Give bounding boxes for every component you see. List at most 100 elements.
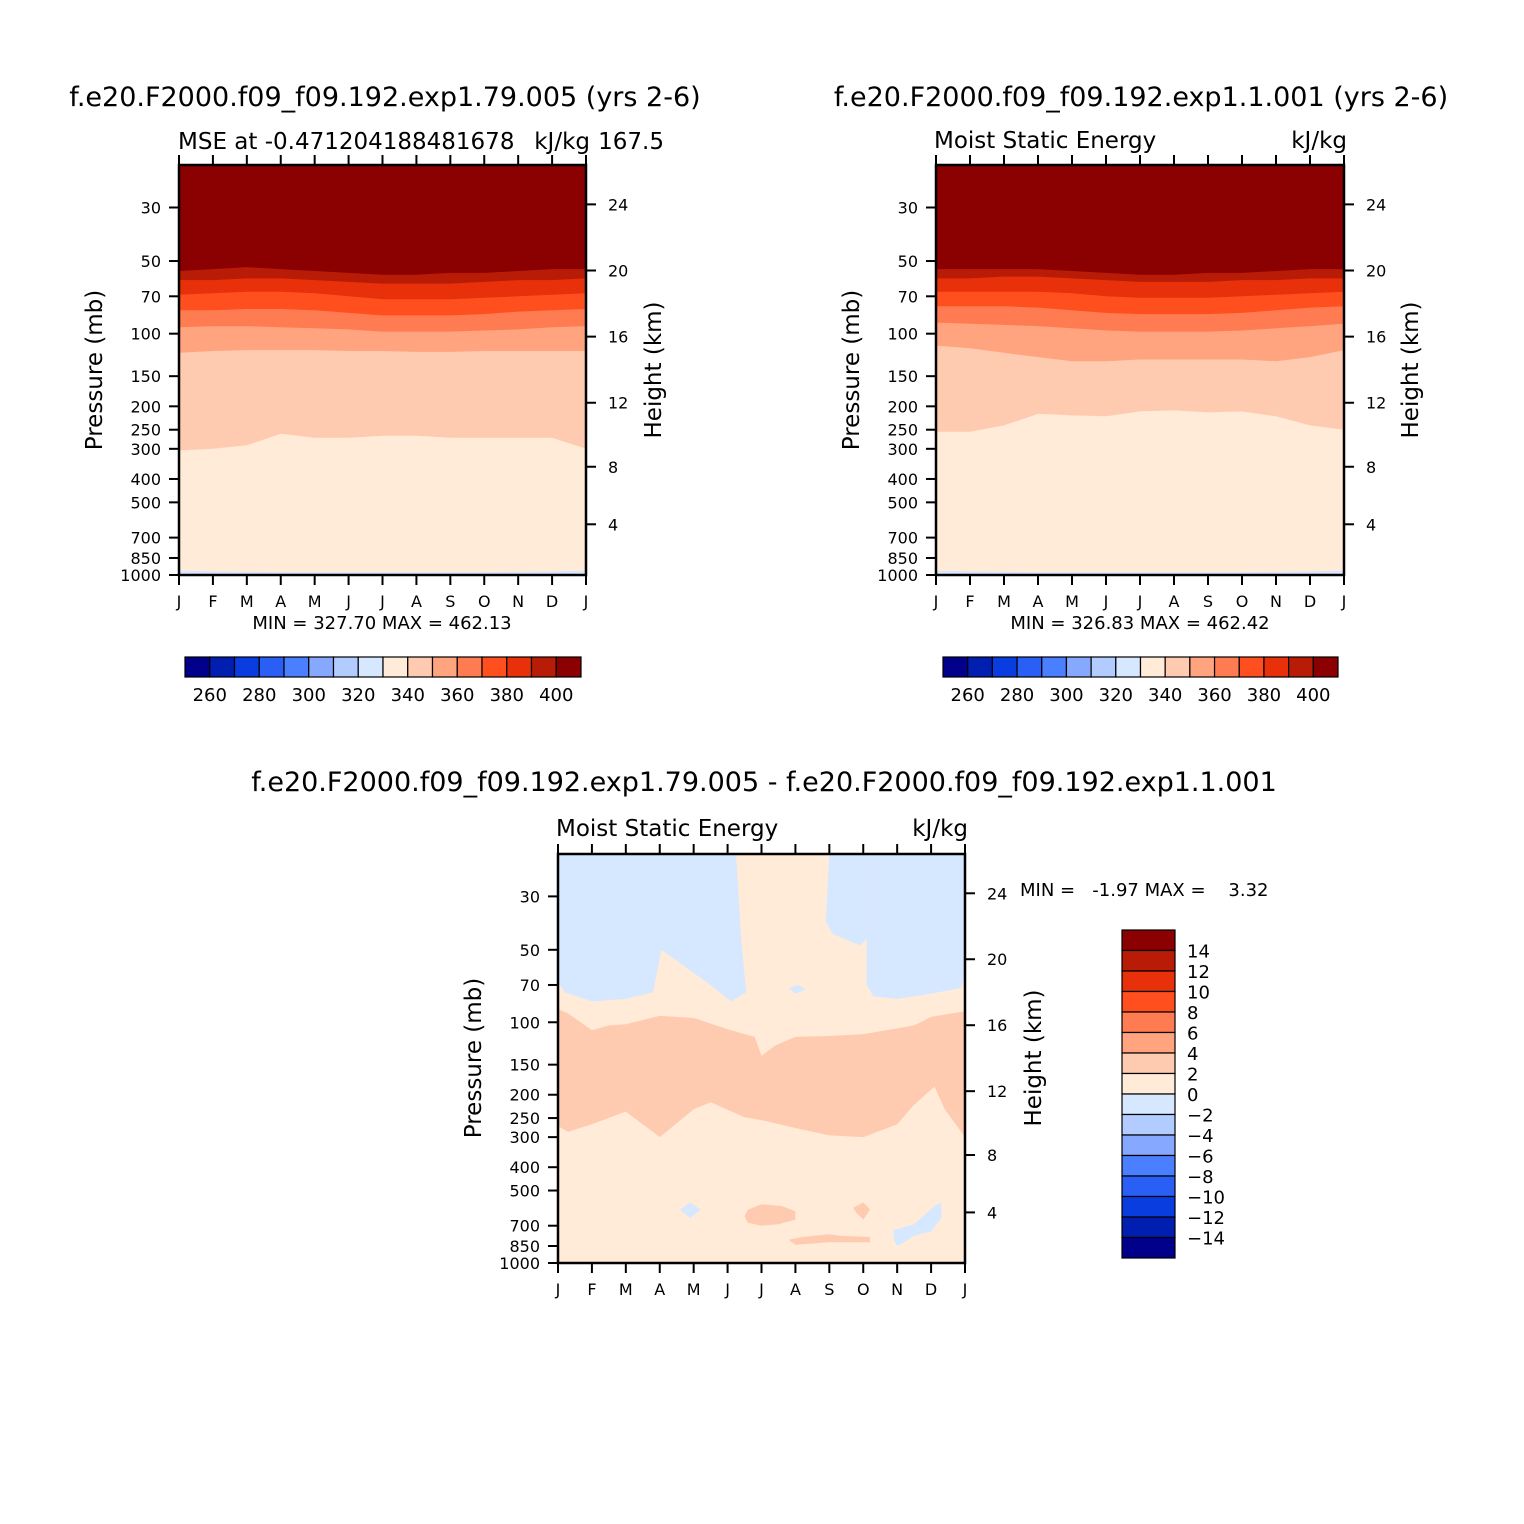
panel-3-ytick-right-label: 24 [987,884,1007,903]
panel-3-colorbar-label: 6 [1187,1024,1198,1045]
panel-2-stats: MIN = 326.83 MAX = 462.42 [1010,613,1269,634]
panel-2-ytick-label: 400 [887,470,918,489]
panel-3-ytick-label: 70 [520,976,540,995]
panel-1-ylabel-right: Height (km) [641,301,667,438]
panel-2-subtitle-right: kJ/kg [1291,128,1347,154]
panel-3-contour-region-2 [825,854,867,946]
panel-1-colorbar-swatch [283,656,310,678]
panel-3-ytick-right-label: 8 [987,1146,997,1165]
panel-3-ytick-label: 100 [509,1013,540,1032]
panel-2-colorbar-label: 340 [1148,685,1182,706]
panel-2-ytick-label: 50 [898,252,918,271]
panel-3-xtick-label: S [824,1280,834,1299]
panel-3-xtick-label: M [687,1280,701,1299]
panel-1-xtick-label: J [176,592,182,611]
panel-2-ylabel-right: Height (km) [1398,301,1424,438]
panel-2-ylabel: Pressure (mb) [839,290,865,450]
panel-3-xtick-label: A [790,1280,801,1299]
panel-1-colorbar-swatch [555,656,582,678]
panel-3-contour-region-1 [558,854,747,1002]
panel-3-contour-region-4 [788,985,806,994]
panel-2-xtick-label: O [1236,592,1249,611]
panel-2-colorbar-swatch [1090,656,1117,678]
panel-2-colorbar-label: 300 [1049,685,1083,706]
panel-3-ytick-right-label: 4 [987,1203,997,1222]
panel-2-ytick-right-label: 8 [1366,458,1376,477]
panel-3-xtick-label: O [857,1280,870,1299]
panel-3-colorbar-swatch [1121,990,1176,1013]
panel-2-colorbar-swatch [1213,656,1240,678]
panel-2-colorbar-swatch [942,656,969,678]
panel-1-xtick-label: J [379,592,385,611]
panel-2-contour-fill-top [936,165,1344,274]
panel-3-title: f.e20.F2000.f09_f09.192.exp1.79.005 - f.… [251,767,1277,798]
panel-2-xtick-label: A [1169,592,1180,611]
panel-1-colorbar-label: 340 [391,685,425,706]
panel-3-contour-region-8 [853,1202,870,1220]
panel-2-ytick-label: 30 [898,198,918,217]
panel-1-colorbar-label: 380 [490,685,524,706]
panel-1-colorbar-label: 400 [539,685,573,706]
panel-1-ytick-label: 200 [130,397,161,416]
panel-2-xtick-label: M [997,592,1011,611]
panel-3-ytick-label: 400 [509,1158,540,1177]
panel-1-colorbar-label: 260 [193,685,227,706]
panel-3-ytick-label: 30 [520,887,540,906]
panel-1-colorbar-swatch [258,656,285,678]
panel-3-contour-region-5 [558,1008,965,1138]
panel-2: f.e20.F2000.f09_f09.192.exp1.1.001 (yrs … [834,82,1448,706]
panel-1-ytick-label: 50 [141,252,161,271]
panel-3-colorbar-label: 12 [1187,962,1210,983]
panel-1-ytick-right-label: 8 [608,458,618,477]
panel-1-colorbar-swatch [407,656,434,678]
panel-1: f.e20.F2000.f09_f09.192.exp1.79.005 (yrs… [69,82,700,706]
panel-2-xtick-label: J [1103,592,1109,611]
panel-1-ytick-label: 100 [130,325,161,344]
panel-1-colorbar-swatch [184,656,211,678]
panel-1-xtick-label: M [240,592,254,611]
panel-3-ytick-label: 1000 [499,1254,540,1273]
panel-2-colorbar-swatch [1288,656,1314,678]
panel-2-subtitle-left: Moist Static Energy [934,128,1156,154]
panel-2-xtick-label: J [933,592,939,611]
panel-1-subtitle-extra: 167.5 [598,129,664,155]
panel-2-xtick-label: J [1341,592,1347,611]
panel-3-colorbar-label: 10 [1187,983,1210,1004]
panel-2-colorbar-swatch [1312,656,1339,678]
panel-3-ytick-right-label: 12 [987,1082,1007,1101]
panel-1-colorbar-swatch [530,656,557,678]
panel-2-colorbar-swatch [991,656,1018,678]
panel-2-colorbar-swatch [1263,656,1290,678]
panel-3-colorbar-label: −6 [1187,1147,1214,1168]
panel-3-colorbar-label: 0 [1187,1085,1198,1106]
panel-2-colorbar-label: 280 [1000,685,1034,706]
panel-1-colorbar-swatch [332,656,359,678]
panel-3-contour-region-6 [744,1204,796,1226]
panel-1-colorbar: 260 280 300 320 340 360 380 400 [184,656,582,706]
panel-3: f.e20.F2000.f09_f09.192.exp1.79.005 - f.… [251,767,1277,1299]
panel-3-xtick-label: J [724,1280,730,1299]
panel-3-colorbar-label: −12 [1187,1208,1225,1229]
panel-3-colorbar-swatch [1121,1052,1176,1075]
panel-2-colorbar-swatch [1189,656,1216,678]
panel-3-ytick-label: 300 [509,1128,540,1147]
panel-1-title: f.e20.F2000.f09_f09.192.exp1.79.005 (yrs… [69,82,700,113]
panel-3-colorbar-label: −10 [1187,1188,1225,1209]
panel-1-colorbar-label: 320 [341,685,375,706]
panel-3-colorbar-label: 2 [1187,1065,1198,1086]
panel-2-ytick-label: 150 [887,367,918,386]
panel-2-ytick-right-label: 20 [1366,262,1386,281]
panel-3-colorbar-swatch [1121,1093,1176,1116]
panel-2-ytick-label: 70 [898,287,918,306]
panel-2-xtick-label: M [1065,592,1079,611]
panel-2-title: f.e20.F2000.f09_f09.192.exp1.1.001 (yrs … [834,82,1448,113]
panel-2-contour-blob-1 [1034,521,1327,555]
panel-1-ytick-label: 500 [130,493,161,512]
panel-2-ytick-label: 250 [887,421,918,440]
panel-2-ytick-label: 100 [887,325,918,344]
panel-1-colorbar-swatch [481,656,508,678]
panel-1-xtick-label: S [445,592,455,611]
panel-3-ytick-label: 200 [509,1086,540,1105]
